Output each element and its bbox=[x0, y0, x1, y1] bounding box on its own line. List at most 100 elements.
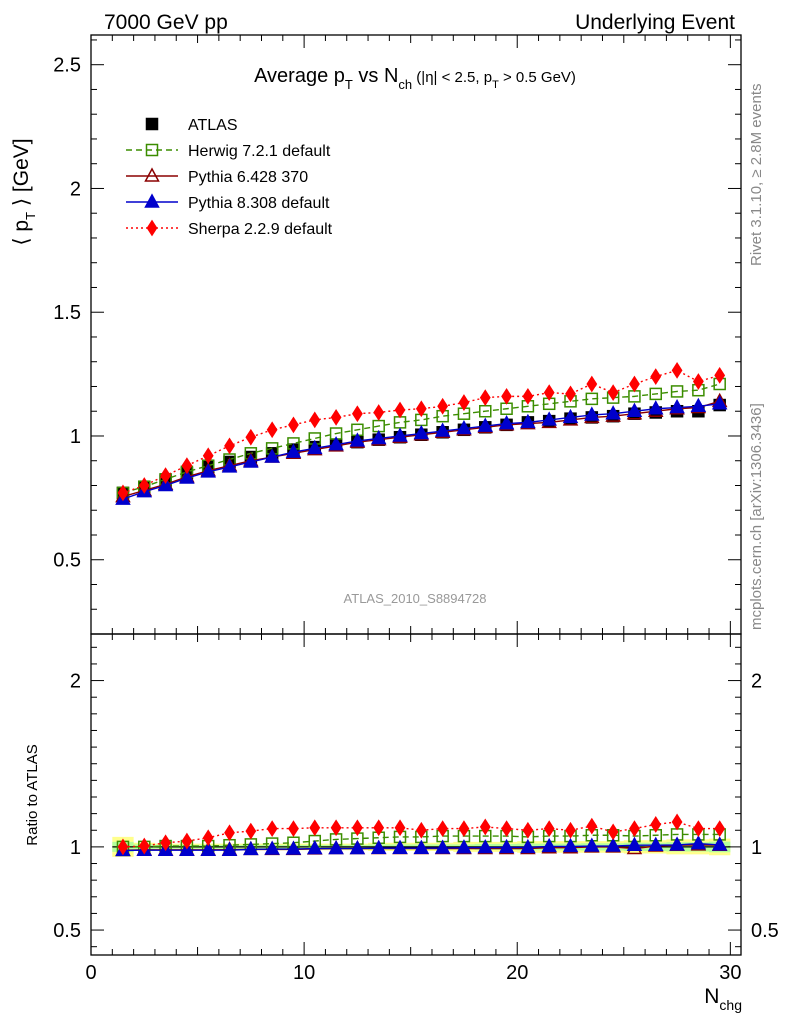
ratio-point bbox=[565, 821, 576, 839]
ratio-series-line-3 bbox=[122, 821, 720, 848]
main-point bbox=[650, 368, 662, 385]
main-point bbox=[181, 457, 193, 475]
main-point bbox=[670, 385, 684, 398]
title-mid: vs N bbox=[353, 65, 399, 87]
ratio-y-tick-label-right: 2 bbox=[751, 671, 762, 693]
main-series-3 bbox=[115, 395, 728, 505]
main-point bbox=[179, 469, 195, 484]
ratio-point bbox=[647, 836, 664, 851]
ratio-point bbox=[370, 839, 387, 854]
main-point bbox=[413, 424, 430, 440]
main-ylabel: ⟨ pT ⟩ [GeV] bbox=[10, 138, 38, 245]
main-point bbox=[437, 397, 449, 415]
main-point bbox=[586, 375, 598, 393]
title-sub-1: T bbox=[345, 77, 353, 92]
main-series-line-1 bbox=[122, 383, 720, 494]
ratio-point bbox=[671, 813, 683, 831]
ratio-point bbox=[307, 839, 323, 855]
legend-marker bbox=[146, 219, 158, 237]
legend-entry-0: ATLAS bbox=[145, 117, 238, 134]
ratio-point bbox=[138, 837, 150, 855]
ratio-frame bbox=[90, 633, 742, 956]
main-point bbox=[522, 387, 534, 405]
xlabel-main: N bbox=[704, 985, 719, 1008]
title-cut-a: (|η| < 2.5, p bbox=[412, 69, 492, 86]
main-point bbox=[221, 458, 238, 473]
main-point bbox=[626, 402, 643, 417]
legend-marker bbox=[145, 143, 159, 157]
legend-label: Herwig 7.2.1 default bbox=[188, 143, 331, 160]
legend-marker bbox=[145, 117, 159, 131]
main-point bbox=[138, 477, 150, 494]
header-left: 7000 GeV pp bbox=[104, 11, 228, 34]
rivet-label: Rivet 3.1.10, ≥ 2.8M events bbox=[748, 84, 765, 267]
main-point bbox=[647, 400, 664, 415]
main-point bbox=[370, 429, 387, 445]
main-point bbox=[349, 432, 366, 447]
main-point bbox=[479, 404, 492, 418]
main-point bbox=[477, 417, 494, 432]
main-point bbox=[243, 453, 259, 468]
ratio-point bbox=[586, 817, 598, 835]
ylabel-sub: T bbox=[23, 212, 38, 220]
analysis-watermark: ATLAS_2010_S8894728 bbox=[344, 591, 487, 606]
title-main: Average p bbox=[254, 65, 345, 87]
main-point bbox=[500, 402, 513, 416]
ratio-point bbox=[221, 841, 238, 856]
ratio-point bbox=[243, 840, 259, 856]
ratio-point bbox=[543, 820, 555, 837]
ratio-point bbox=[626, 836, 643, 851]
ratio-y-tick-label-left: 0.5 bbox=[53, 920, 81, 942]
axes: 0 10 20 30 0.5 1 1.5 2 2.5 0.5 0.5 1 1 2 2 bbox=[53, 34, 779, 984]
ratio-point bbox=[437, 820, 449, 837]
ratio-point bbox=[456, 839, 472, 854]
title-sub-2: ch bbox=[398, 77, 412, 92]
main-point bbox=[585, 392, 599, 406]
ratio-y-tick-label-right: 0.5 bbox=[751, 920, 779, 942]
main-series-4 bbox=[117, 362, 726, 502]
main-point bbox=[690, 397, 707, 413]
ratio-point bbox=[202, 829, 214, 847]
title-sub-3: T bbox=[492, 79, 499, 91]
main-y-tick-label: 2 bbox=[70, 178, 81, 200]
chart-title: Average pT vs Nch (|η| < 2.5, pT > 0.5 G… bbox=[254, 65, 576, 92]
main-point bbox=[565, 385, 576, 403]
main-y-tick-label: 2.5 bbox=[53, 55, 81, 77]
main-panel-data bbox=[115, 362, 728, 505]
main-point bbox=[671, 362, 683, 379]
ratio-point bbox=[394, 819, 406, 837]
main-point bbox=[498, 415, 515, 430]
ratio-point bbox=[477, 838, 494, 854]
main-point bbox=[541, 411, 557, 426]
main-point bbox=[373, 404, 385, 421]
main-point bbox=[479, 389, 491, 407]
ratio-point bbox=[392, 839, 408, 854]
ratio-point bbox=[117, 838, 129, 856]
ratio-point bbox=[479, 818, 491, 836]
ratio-point bbox=[264, 840, 280, 855]
ratio-point bbox=[434, 839, 451, 854]
main-point bbox=[264, 448, 280, 463]
ratio-point bbox=[413, 839, 430, 854]
xlabel-sub: chg bbox=[719, 997, 742, 1013]
main-point bbox=[202, 447, 214, 465]
ylabel-pre: ⟨ p bbox=[10, 220, 33, 246]
main-point bbox=[543, 384, 555, 402]
main-point bbox=[200, 463, 216, 478]
ratio-point bbox=[605, 837, 621, 852]
main-point bbox=[157, 476, 174, 492]
ratio-point bbox=[714, 820, 726, 837]
main-point bbox=[309, 411, 321, 429]
main-point bbox=[328, 436, 344, 451]
ratio-point bbox=[584, 837, 600, 852]
main-point bbox=[649, 387, 663, 401]
x-tick-label: 20 bbox=[506, 962, 528, 984]
ratio-y-tick-label-right: 1 bbox=[751, 837, 762, 859]
main-point bbox=[605, 405, 621, 420]
ratio-point bbox=[285, 840, 302, 855]
main-point bbox=[160, 467, 171, 484]
ratio-point bbox=[266, 820, 278, 837]
main-y-tick-label: 1 bbox=[70, 426, 81, 448]
main-point bbox=[392, 427, 408, 442]
main-point bbox=[584, 406, 600, 421]
